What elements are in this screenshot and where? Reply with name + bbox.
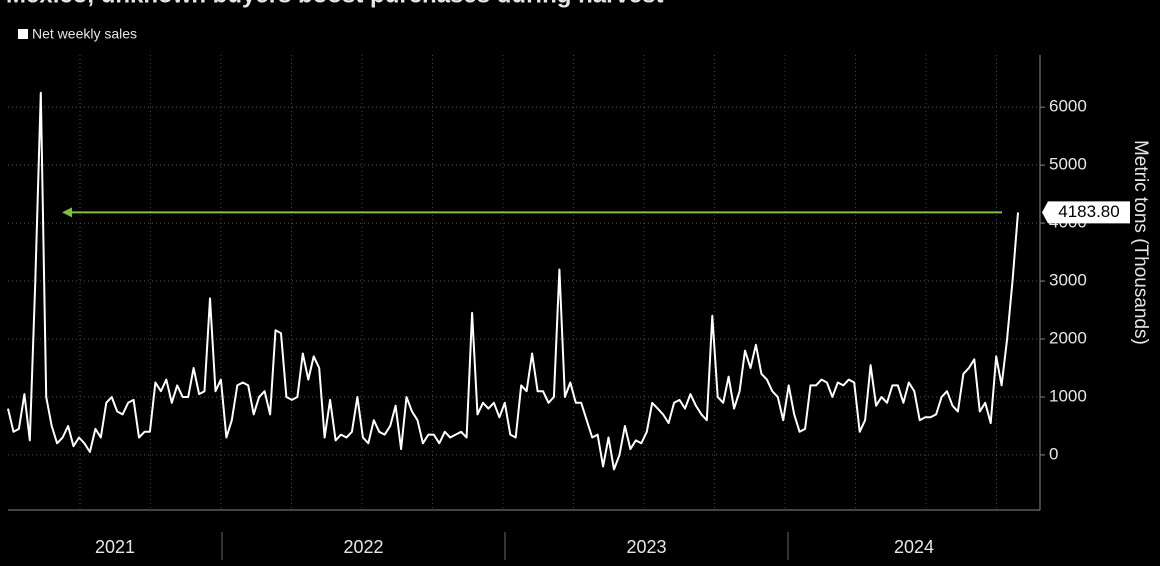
line-series (7, 91, 1019, 471)
y-tick-label: 1000 (1049, 386, 1087, 405)
y-tick-label: 0 (1049, 444, 1058, 463)
annotation-box (1042, 201, 1130, 224)
y-tick-label: 3000 (1049, 271, 1087, 290)
x-tick-label: 2023 (626, 537, 666, 557)
annotation-arrowhead (62, 207, 72, 218)
x-tick-label: 2024 (894, 537, 934, 557)
annotation-label: 4183.80 (1058, 202, 1119, 221)
y-tick-label: 5000 (1049, 155, 1087, 174)
chart-title: Mexico, unknown buyers boost purchases d… (6, 0, 663, 8)
x-tick-label: 2021 (95, 537, 135, 557)
y-tick-label: 6000 (1049, 97, 1087, 116)
legend-label: Net weekly sales (32, 26, 137, 42)
y-axis-label: Metric tons (Thousands) (1130, 140, 1151, 345)
legend-swatch (18, 29, 28, 39)
y-tick-label: 2000 (1049, 328, 1087, 347)
x-tick-label: 2022 (343, 537, 383, 557)
